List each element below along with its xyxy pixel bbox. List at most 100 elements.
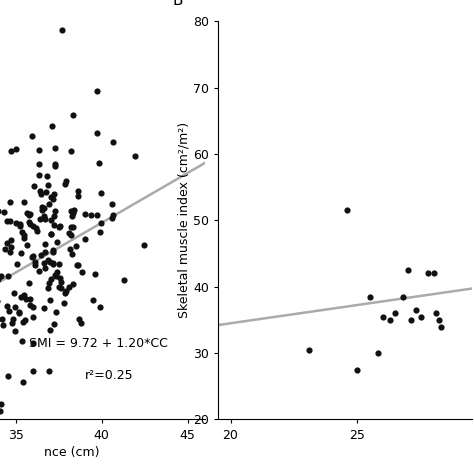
Point — [29, 313, 36, 321]
Point — [7, 147, 15, 155]
Point — [31, 261, 38, 269]
Point — [44, 182, 52, 189]
Point — [23, 209, 31, 217]
Point — [62, 289, 69, 296]
Point — [47, 275, 55, 283]
Point — [94, 129, 101, 137]
Point — [46, 326, 54, 333]
Point — [45, 284, 52, 292]
Point — [38, 203, 46, 210]
Point — [7, 243, 15, 250]
Point — [96, 228, 104, 236]
Point — [20, 231, 28, 238]
Point — [67, 223, 75, 231]
Point — [0, 208, 8, 216]
Point — [51, 144, 58, 151]
Point — [95, 159, 103, 167]
X-axis label: nce (cm): nce (cm) — [44, 446, 100, 459]
Point — [68, 231, 75, 238]
Point — [366, 293, 374, 301]
Point — [3, 239, 11, 247]
Point — [22, 295, 29, 303]
Point — [30, 182, 38, 190]
Point — [56, 222, 64, 230]
Point — [36, 215, 44, 222]
Point — [387, 316, 394, 324]
Text: r²=0.25: r²=0.25 — [84, 369, 133, 382]
Point — [0, 401, 5, 408]
Point — [47, 230, 55, 238]
Point — [46, 258, 54, 265]
Point — [354, 366, 361, 374]
Point — [0, 315, 5, 322]
Point — [74, 187, 82, 195]
Point — [438, 323, 445, 330]
Point — [45, 279, 52, 287]
Point — [0, 321, 7, 328]
Point — [44, 257, 52, 264]
Point — [55, 260, 63, 268]
Point — [18, 249, 25, 256]
Point — [51, 272, 59, 279]
Point — [42, 215, 49, 223]
Point — [49, 260, 56, 267]
Point — [51, 161, 58, 168]
Point — [93, 211, 100, 219]
Point — [54, 268, 61, 275]
Point — [97, 219, 104, 227]
Point — [47, 230, 55, 238]
Point — [69, 280, 77, 288]
Point — [27, 295, 34, 303]
Point — [48, 123, 56, 130]
Point — [17, 222, 24, 229]
Point — [50, 320, 57, 328]
Point — [58, 26, 66, 34]
Point — [87, 211, 95, 219]
Point — [98, 189, 105, 197]
Point — [12, 146, 20, 153]
Point — [49, 195, 56, 203]
Point — [16, 220, 24, 228]
Point — [52, 308, 60, 316]
Point — [35, 267, 43, 275]
Point — [18, 228, 26, 236]
Point — [29, 339, 36, 346]
Point — [57, 284, 65, 292]
Point — [49, 248, 56, 256]
Point — [20, 292, 28, 299]
Point — [53, 238, 61, 246]
Point — [0, 275, 2, 283]
Point — [8, 319, 16, 327]
Point — [374, 349, 382, 357]
Point — [4, 272, 12, 279]
Point — [7, 248, 14, 256]
Point — [69, 212, 76, 219]
Point — [5, 307, 13, 315]
Point — [12, 219, 19, 227]
Point — [379, 313, 387, 320]
Point — [11, 328, 18, 335]
Point — [4, 373, 12, 380]
Point — [38, 207, 46, 214]
Point — [392, 310, 399, 317]
Point — [40, 259, 47, 267]
Point — [21, 316, 28, 323]
Point — [131, 153, 138, 160]
Point — [65, 229, 73, 237]
Point — [11, 303, 19, 311]
Point — [6, 199, 14, 206]
Point — [19, 378, 27, 386]
Point — [35, 146, 43, 154]
Point — [82, 235, 89, 242]
Point — [417, 313, 425, 320]
Point — [78, 269, 85, 276]
Point — [25, 218, 32, 226]
Point — [49, 246, 57, 254]
Text: B: B — [172, 0, 182, 9]
Point — [55, 283, 63, 290]
Point — [89, 297, 97, 304]
Point — [6, 217, 13, 225]
Point — [44, 172, 51, 179]
Point — [0, 207, 2, 215]
Point — [3, 302, 11, 310]
